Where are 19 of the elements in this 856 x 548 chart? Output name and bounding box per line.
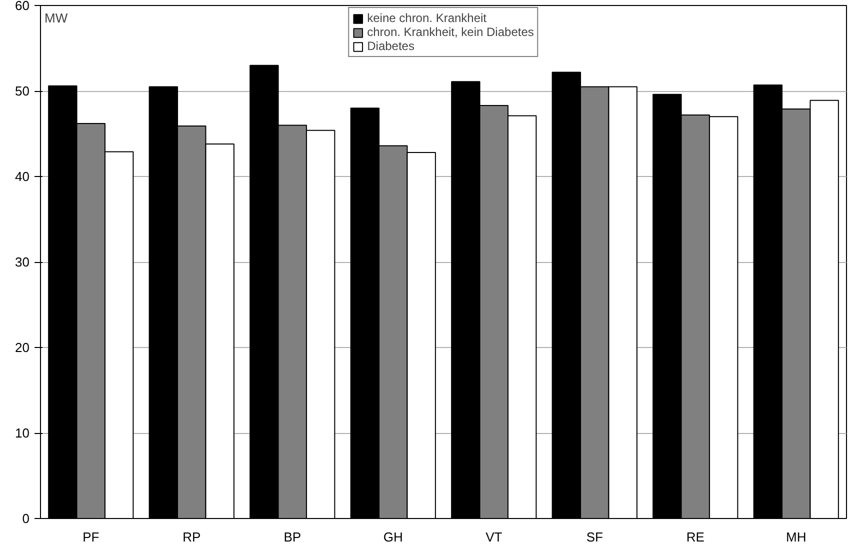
x-tick-label: GH [383, 530, 403, 544]
x-tick-label: RP [182, 530, 201, 544]
x-tick-label: MH [786, 530, 806, 544]
legend-label: keine chron. Krankheit [367, 11, 487, 25]
y-tick-label: 60 [15, 0, 30, 13]
x-tick-label: BP [284, 530, 302, 544]
y-tick-label: 10 [15, 426, 30, 440]
x-tick-label: RE [686, 530, 705, 544]
x-tick-label: VT [486, 530, 502, 544]
x-tick-label: PF [82, 530, 100, 544]
legend-label: Diabetes [367, 39, 414, 53]
y-tick-label: 40 [15, 169, 30, 184]
legend-label: chron. Krankheit, kein Diabetes [367, 25, 534, 39]
y-tick-label: 30 [15, 254, 30, 270]
x-tick-label: SF [586, 530, 603, 544]
y-tick-label: 20 [15, 340, 30, 355]
y-axis-title: MW [44, 10, 68, 26]
y-tick-label: 50 [15, 84, 30, 98]
y-tick-label: 0 [22, 511, 30, 526]
